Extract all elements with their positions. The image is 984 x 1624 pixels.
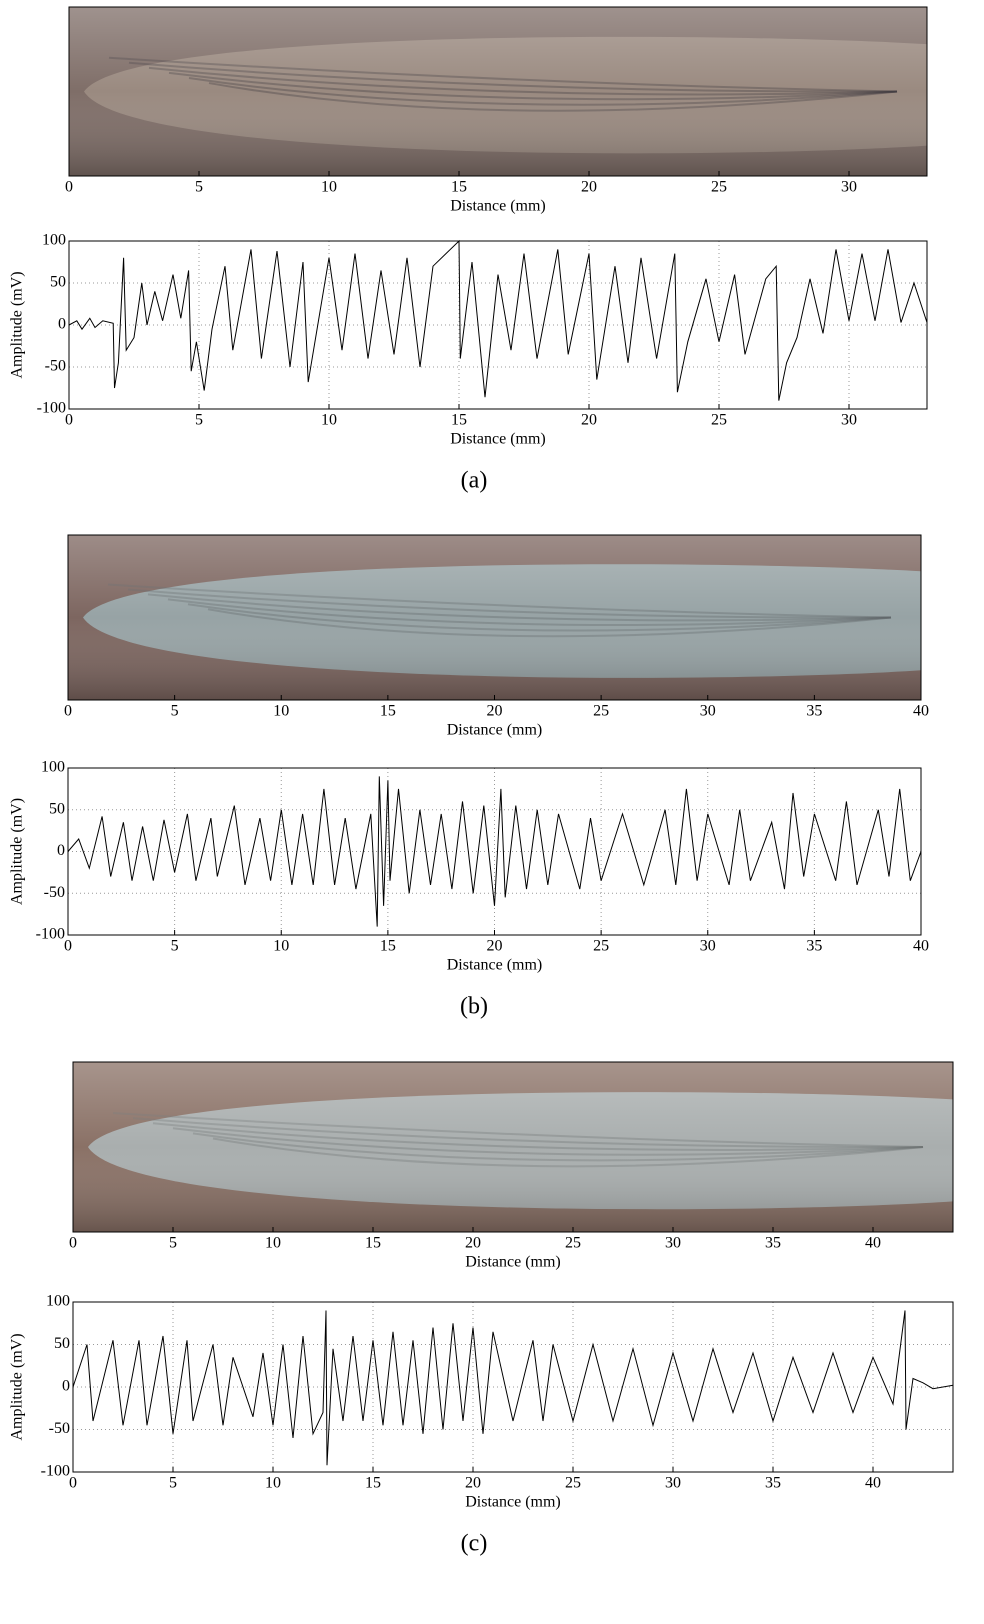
x-tick-label: 15 (380, 703, 396, 720)
x-tick-label: 10 (265, 1475, 281, 1492)
x-tick-label: 25 (711, 412, 727, 429)
x-tick-label: 35 (765, 1475, 781, 1492)
y-tick-label: -50 (49, 1420, 70, 1437)
x-tick-label: 10 (273, 703, 289, 720)
x-tick-label: 30 (700, 938, 716, 955)
y-tick-label: 100 (46, 1293, 70, 1310)
x-tick-label: 10 (321, 412, 337, 429)
x-axis-label: Distance (mm) (465, 1494, 561, 1511)
x-tick-label: 40 (865, 1475, 881, 1492)
x-tick-label: 15 (380, 938, 396, 955)
y-tick-label: 0 (58, 316, 66, 333)
x-tick-label: 15 (451, 179, 467, 196)
x-tick-label: 25 (565, 1475, 581, 1492)
y-tick-label: 50 (50, 274, 66, 291)
x-axis-label: Distance (mm) (450, 431, 546, 448)
x-tick-label: 30 (700, 703, 716, 720)
x-tick-label: 5 (169, 1475, 177, 1492)
x-tick-label: 40 (913, 938, 929, 955)
x-tick-label: 5 (195, 179, 203, 196)
y-tick-label: 0 (62, 1378, 70, 1395)
x-tick-label: 20 (487, 703, 503, 720)
x-tick-label: 25 (565, 1235, 581, 1252)
x-tick-label: 35 (765, 1235, 781, 1252)
x-tick-label: 25 (593, 938, 609, 955)
photo-shade (73, 1062, 953, 1232)
y-tick-label: -50 (45, 358, 66, 375)
y-tick-label: 50 (49, 800, 65, 817)
x-axis-label: Distance (mm) (447, 722, 543, 739)
x-tick-label: 35 (806, 703, 822, 720)
y-tick-label: -100 (36, 926, 65, 943)
x-tick-label: 30 (665, 1475, 681, 1492)
photo-shade (69, 7, 927, 176)
y-axis-label: Amplitude (mV) (9, 1333, 26, 1440)
y-axis-label: Amplitude (mV) (9, 271, 26, 378)
y-tick-label: 100 (42, 232, 66, 249)
y-tick-label: -100 (37, 400, 66, 417)
caption: (c) (461, 1531, 488, 1557)
x-axis-label: Distance (mm) (447, 957, 543, 974)
x-tick-label: 5 (171, 703, 179, 720)
x-tick-label: 20 (581, 412, 597, 429)
signal-line (68, 239, 928, 401)
y-tick-label: 100 (41, 759, 65, 776)
y-tick-label: 50 (54, 1335, 70, 1352)
plot-frame (68, 6, 928, 177)
x-tick-label: 25 (593, 703, 609, 720)
x-tick-label: 5 (169, 1235, 177, 1252)
plot-frame (68, 240, 928, 410)
plot-frame (72, 1061, 954, 1233)
x-tick-label: 0 (69, 1235, 77, 1252)
x-tick-label: 40 (913, 703, 929, 720)
photo-shade (68, 535, 921, 700)
x-tick-label: 0 (65, 412, 73, 429)
x-axis-label: Distance (mm) (450, 198, 546, 215)
x-tick-label: 30 (841, 179, 857, 196)
x-tick-label: 20 (465, 1475, 481, 1492)
x-tick-label: 25 (711, 179, 727, 196)
caption: (a) (461, 468, 488, 494)
x-tick-label: 10 (321, 179, 337, 196)
signal-line (67, 776, 922, 927)
x-tick-label: 0 (69, 1475, 77, 1492)
signal-line (72, 1310, 954, 1466)
plot-frame (72, 1301, 954, 1473)
x-tick-label: 0 (64, 703, 72, 720)
x-tick-label: 20 (487, 938, 503, 955)
x-axis-label: Distance (mm) (465, 1254, 561, 1271)
y-tick-label: 0 (57, 842, 65, 859)
x-tick-label: 35 (806, 938, 822, 955)
x-tick-label: 10 (273, 938, 289, 955)
x-tick-label: 10 (265, 1235, 281, 1252)
x-tick-label: 40 (865, 1235, 881, 1252)
x-tick-label: 15 (365, 1235, 381, 1252)
y-tick-label: -50 (44, 884, 65, 901)
caption: (b) (460, 994, 488, 1020)
x-tick-label: 30 (841, 412, 857, 429)
x-tick-label: 30 (665, 1235, 681, 1252)
y-axis-label: Amplitude (mV) (9, 798, 26, 905)
x-tick-label: 15 (451, 412, 467, 429)
x-tick-label: 20 (581, 179, 597, 196)
x-tick-label: 0 (64, 938, 72, 955)
x-tick-label: 15 (365, 1475, 381, 1492)
x-tick-label: 5 (195, 412, 203, 429)
x-tick-label: 5 (171, 938, 179, 955)
x-tick-label: 20 (465, 1235, 481, 1252)
x-tick-label: 0 (65, 179, 73, 196)
y-tick-label: -100 (41, 1463, 70, 1480)
